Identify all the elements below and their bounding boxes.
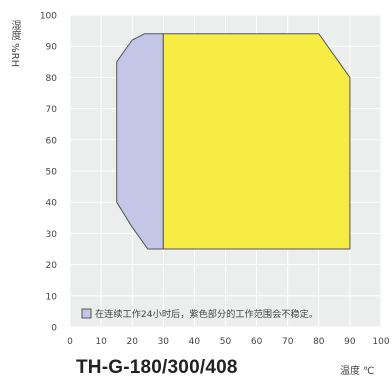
y-axis-label: 湿度 %RH [9, 20, 20, 68]
y-tick-label-7: 70 [46, 105, 58, 115]
x-tick-label-4: 40 [189, 337, 201, 347]
y-tick-label-8: 80 [46, 74, 58, 84]
x-tick-label-8: 80 [313, 337, 325, 347]
series-area-1 [162, 33, 351, 250]
x-tick-label-3: 30 [158, 337, 170, 347]
y-tick-label-6: 60 [46, 136, 58, 146]
x-tick-label-0: 0 [67, 337, 73, 347]
y-tick-label-5: 50 [46, 168, 58, 178]
x-tick-label-1: 10 [95, 337, 107, 347]
y-tick-label-10: 100 [40, 12, 57, 22]
chart-title: TH-G-180/300/408 [76, 357, 238, 378]
x-tick-label-6: 60 [251, 337, 263, 347]
x-axis-label: 温度 ℃ [340, 366, 375, 377]
y-tick-label-0: 0 [51, 324, 57, 334]
annotation-text: 在连续工作24小时后，紫色部分的工作范围会不稳定。 [95, 308, 318, 320]
x-tick-label-7: 70 [282, 337, 294, 347]
annotation-swatch [81, 308, 92, 319]
x-tick-label-9: 90 [344, 337, 356, 347]
y-tick-label-4: 40 [46, 199, 58, 209]
y-tick-label-9: 90 [46, 43, 58, 53]
x-tick-label-5: 50 [220, 337, 232, 347]
y-tick-label-3: 30 [46, 230, 58, 240]
y-tick-label-1: 10 [46, 292, 58, 302]
x-tick-label-2: 20 [126, 337, 138, 347]
y-tick-label-2: 20 [46, 261, 58, 271]
x-tick-label-10: 100 [372, 337, 389, 347]
